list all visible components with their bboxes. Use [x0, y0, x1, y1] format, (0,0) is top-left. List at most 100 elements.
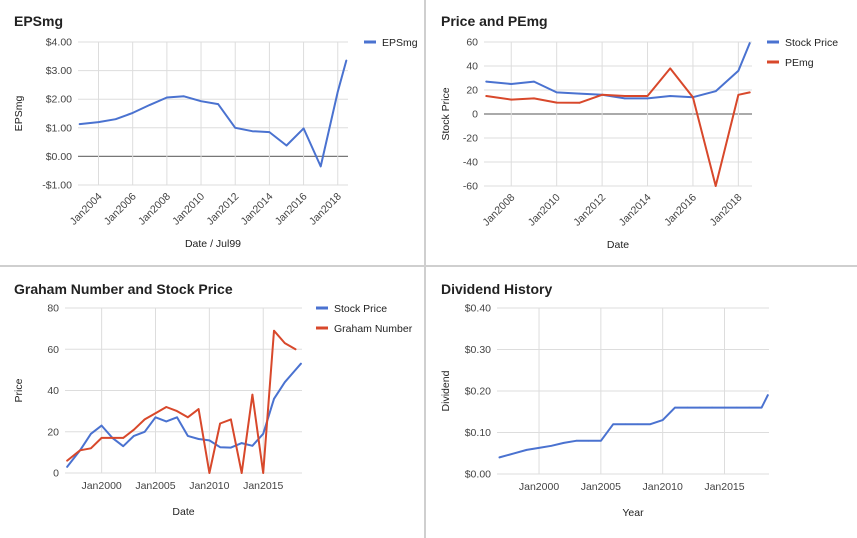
- price-pemg-series-pemg-point: [646, 95, 649, 97]
- epsmg-series-epsmg-point: [234, 127, 237, 129]
- epsmg-x-tick-label: Jan2010: [170, 191, 207, 228]
- graham-series-stock-price-point: [176, 416, 178, 419]
- dividend-series-series-0-point: [766, 394, 769, 396]
- price-pemg-series-stock-price-point: [714, 90, 717, 92]
- dividend-chart: Dividend History $0.00 $0.10 $0.20 $0.30 $0.4…: [440, 281, 769, 519]
- epsmg-series-epsmg-point: [302, 127, 305, 130]
- graham-title: Graham Number and Stock Price: [14, 281, 233, 297]
- panel-price-pemg: Price and PEmg -60 -40 -20 0 20 40 60 Jan2008 Jan…: [427, 0, 851, 265]
- graham-x-tick-label: Jan2010: [189, 480, 229, 492]
- graham-series-graham-number-point: [122, 437, 124, 439]
- dividend-series-series-0-point: [525, 449, 528, 451]
- price-pemg-y-axis-label: Stock Price: [440, 87, 452, 140]
- epsmg-y-tick-label: -$1.00: [42, 180, 72, 192]
- graham-series-graham-number-point: [154, 412, 157, 414]
- graham-series-graham-number-point: [133, 428, 135, 431]
- price-pemg-series-pemg-point: [510, 98, 513, 101]
- graham-series-stock-price-point: [122, 445, 124, 447]
- price-pemg-series-stock-price-point: [748, 42, 751, 44]
- panel-dividend: Dividend History $0.00 $0.10 $0.20 $0.30 $0.4…: [427, 268, 851, 533]
- epsmg-series-epsmg-point: [78, 123, 81, 125]
- graham-series-graham-number-point: [111, 437, 114, 439]
- price-pemg-x-tick-label: Jan2008: [480, 192, 517, 229]
- horizontal-divider: [0, 265, 857, 267]
- epsmg-series-epsmg-point: [251, 130, 254, 133]
- graham-legend-label: Stock Price: [334, 303, 387, 315]
- graham-series-stock-price-point: [230, 446, 232, 449]
- graham-series-graham-number-point: [273, 329, 275, 332]
- price-pemg-y-tick-label: -60: [463, 181, 478, 193]
- dividend-x-axis-label: Year: [622, 507, 644, 519]
- graham-series-stock-price-point: [273, 397, 275, 400]
- price-pemg-x-tick-label: Jan2010: [526, 192, 563, 229]
- graham-series-stock-price-point: [300, 362, 302, 365]
- graham-x-tick-label: Jan2000: [81, 480, 121, 492]
- graham-series-stock-price-point: [197, 438, 200, 440]
- price-pemg-series-stock-price-point: [737, 70, 740, 72]
- graham-series-graham-number-point: [197, 408, 200, 410]
- dividend-series-series-0-point: [698, 406, 701, 409]
- epsmg-series-epsmg-point: [217, 103, 219, 105]
- price-pemg-series-pemg-point: [624, 95, 626, 97]
- graham-legend-label: Graham Number: [334, 323, 413, 335]
- dividend-y-tick-label: $0.00: [465, 469, 491, 481]
- epsmg-series-epsmg-point: [114, 118, 117, 121]
- graham-series-graham-number-point: [79, 449, 81, 452]
- dividend-series-series-0-point: [587, 440, 590, 442]
- price-pemg-series-stock-price-point: [533, 80, 535, 83]
- price-pemg-series-pemg-line: [485, 67, 751, 187]
- price-pemg-series-pemg-point: [555, 101, 558, 104]
- price-pemg-series-pemg-point: [714, 185, 717, 187]
- epsmg-legend-label: EPSmg: [382, 37, 418, 49]
- graham-series-stock-price-point: [294, 369, 297, 371]
- price-pemg-x-tick-label: Jan2014: [617, 192, 654, 229]
- vertical-divider: [424, 0, 426, 538]
- dividend-series-series-0-point: [624, 423, 627, 425]
- graham-series-stock-price-point: [154, 416, 157, 419]
- epsmg-title: EPSmg: [14, 13, 63, 29]
- price-pemg-y-tick-label: 60: [466, 37, 478, 49]
- graham-y-tick-label: 0: [53, 468, 59, 480]
- epsmg-x-tick-label: Jan2006: [102, 191, 139, 228]
- price-pemg-series-stock-price-point: [669, 95, 672, 97]
- graham-x-tick-label: Jan2015: [243, 480, 283, 492]
- graham-series-graham-number-point: [143, 418, 146, 421]
- epsmg-series-epsmg-point: [285, 144, 288, 147]
- panel-epsmg: EPSmg -$1.00 $0.00 $1.00 $2.00 $3.00 $4.00 Jan2…: [0, 0, 424, 265]
- dividend-x-tick-label: Jan2015: [704, 481, 744, 493]
- epsmg-series-epsmg-point: [200, 100, 202, 103]
- dividend-series-series-0-point: [723, 406, 726, 409]
- epsmg-y-tick-label: $1.00: [46, 122, 72, 134]
- price-pemg-series-pemg-point: [485, 95, 488, 97]
- epsmg-x-tick-label: Jan2016: [273, 191, 310, 228]
- dividend-x-tick-label: Jan2010: [643, 481, 683, 493]
- graham-series-graham-number-point: [176, 410, 178, 412]
- epsmg-y-axis-label: EPSmg: [13, 96, 25, 132]
- price-pemg-series-stock-price-point: [510, 83, 513, 85]
- graham-y-axis-label: Price: [13, 378, 25, 402]
- graham-series-stock-price-point: [90, 433, 92, 435]
- price-pemg-title: Price and PEmg: [441, 13, 548, 29]
- price-pemg-x-tick-label: Jan2018: [708, 192, 745, 229]
- price-pemg-series-pemg-point: [737, 94, 740, 96]
- price-pemg-y-tick-label: -40: [463, 157, 478, 169]
- graham-series-graham-number-point: [90, 447, 92, 450]
- epsmg-chart: EPSmg -$1.00 $0.00 $1.00 $2.00 $3.00 $4.00 Jan2…: [13, 13, 418, 250]
- panel-graham: Graham Number and Stock Price 0 20 40 60 80 Ja…: [0, 268, 424, 533]
- graham-series-stock-price-point: [219, 446, 221, 449]
- epsmg-x-axis-label: Date / Jul99: [185, 238, 241, 250]
- epsmg-series-epsmg-point: [268, 131, 271, 133]
- graham-series-stock-price-point: [262, 433, 265, 435]
- epsmg-x-tick-label: Jan2014: [239, 191, 276, 228]
- epsmg-series-epsmg-point: [166, 96, 168, 99]
- dividend-series-series-0-point: [550, 444, 553, 447]
- graham-series-stock-price-point: [143, 430, 146, 433]
- graham-series-graham-number-point: [100, 437, 103, 439]
- graham-series-graham-number-line: [66, 329, 297, 474]
- dividend-y-tick-label: $0.30: [465, 344, 491, 356]
- dividend-series-series-0-point: [760, 406, 763, 409]
- price-pemg-series-pemg-point: [669, 67, 672, 70]
- graham-series-graham-number-point: [283, 342, 286, 344]
- price-pemg-y-tick-label: -20: [463, 133, 478, 145]
